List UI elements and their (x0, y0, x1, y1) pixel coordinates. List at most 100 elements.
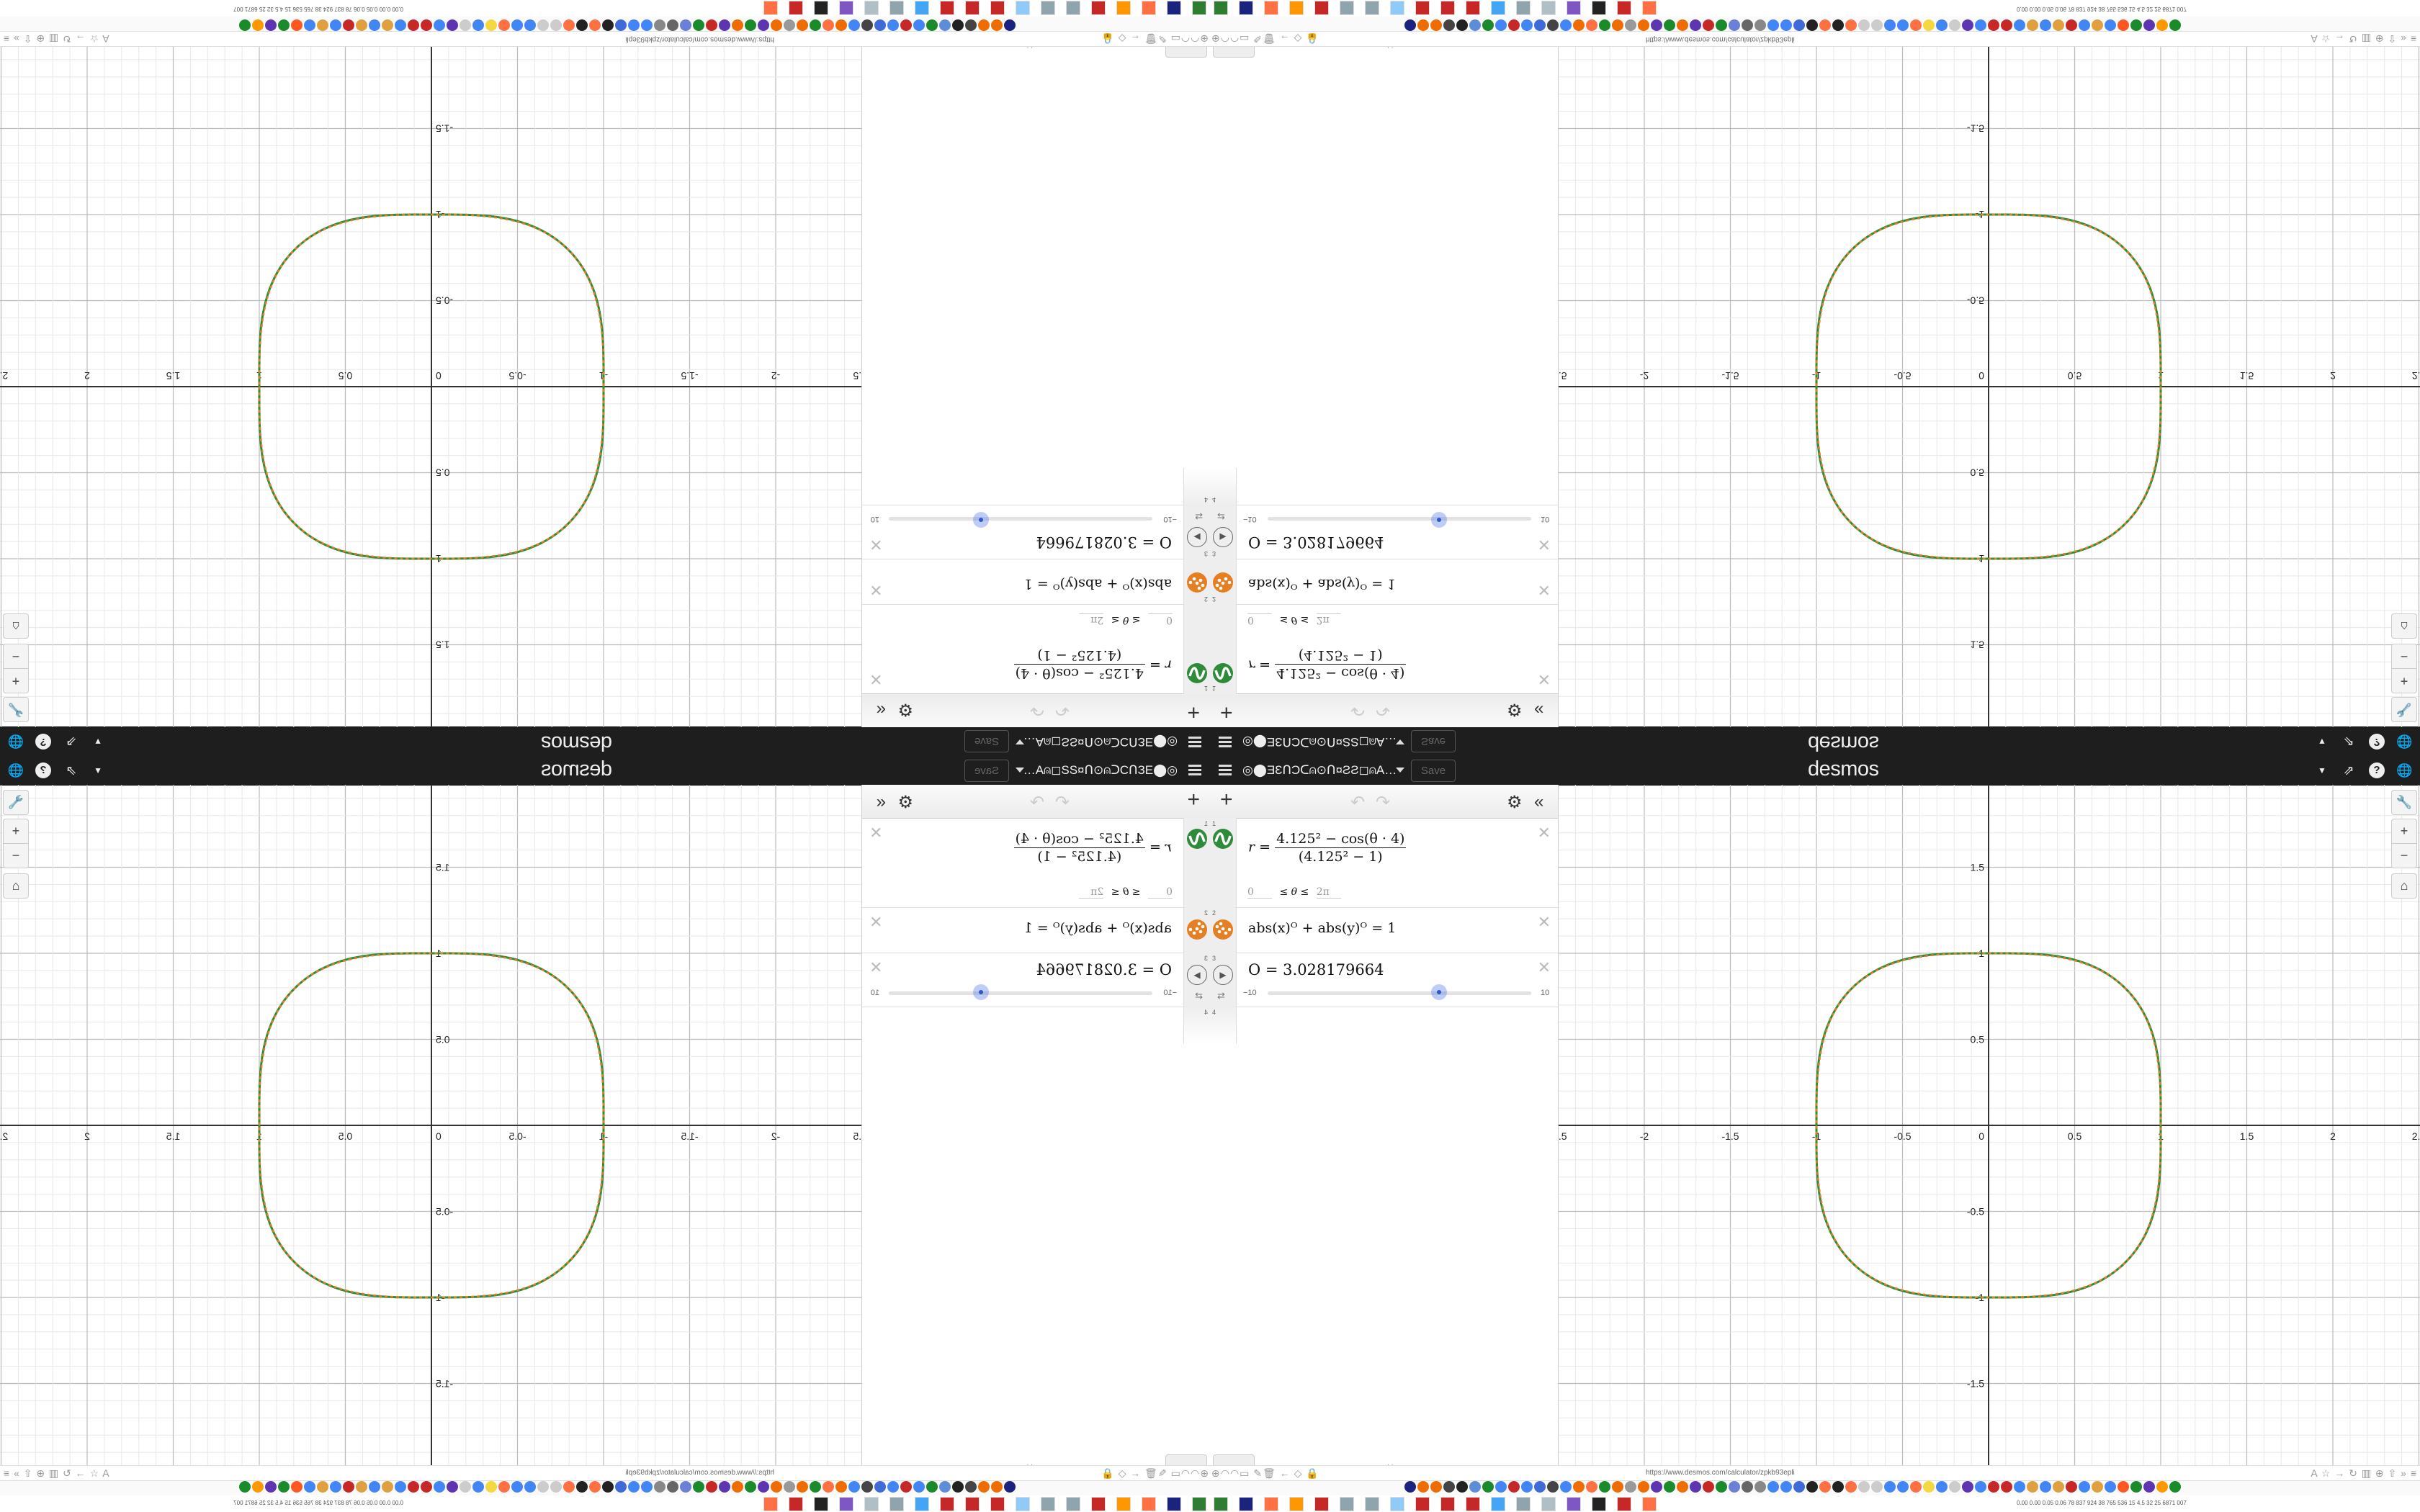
bookmark-icon[interactable] (1443, 19, 1455, 31)
expression-item-1[interactable]: 1 ✕ r = 4.125² − cos(θ · 4) (4.125² − 1) … (1210, 604, 1558, 694)
delete-expression-button[interactable]: ✕ (869, 913, 883, 931)
bookmark-icon[interactable] (317, 19, 328, 31)
delete-expression-button[interactable]: ✕ (869, 824, 883, 842)
taskbar-app-icon[interactable] (1116, 1, 1131, 15)
taskbar-app-icon[interactable] (990, 1, 1005, 15)
help-icon[interactable]: ? (35, 762, 51, 778)
taskbar-app-icon[interactable] (1415, 1, 1430, 15)
expression-item-2[interactable]: 2 ✕ abs(x)ᴼ + abs(y)ᴼ = 1 (862, 907, 1210, 953)
bookmark-icon[interactable] (382, 1481, 393, 1493)
taskbar-app-icon[interactable] (839, 1497, 853, 1511)
expression-math[interactable]: O = 3.028179664 (1036, 961, 1172, 978)
bookmark-icon[interactable] (1443, 1481, 1455, 1493)
taskbar-app-icon[interactable] (889, 1497, 904, 1511)
expression-math[interactable]: r = 4.125² − cos(θ · 4) (4.125² − 1) (1013, 831, 1172, 865)
taskbar-app-icon[interactable] (1314, 1, 1329, 15)
polar-curve-icon[interactable] (1187, 829, 1207, 849)
bookmark-icon[interactable] (511, 1481, 523, 1493)
taskbar-app-icon[interactable] (1440, 1, 1455, 15)
bookmark-icon[interactable] (2027, 19, 2038, 31)
taskbar-app-icon[interactable] (1239, 1, 1253, 15)
plus-icon[interactable]: + (1187, 701, 1200, 724)
bookmark-icon[interactable] (732, 19, 743, 31)
bookmark-icon[interactable] (1988, 1481, 1999, 1493)
taskbar-app-icon[interactable] (965, 1497, 980, 1511)
bookmark-icon[interactable] (1508, 1481, 1520, 1493)
toolbar-icons[interactable]: A ☆ → ↻ ▥ ⊕ ⇧ » ≡ (3, 33, 109, 45)
bookmark-icon[interactable] (2118, 1481, 2129, 1493)
bookmark-icon[interactable] (654, 1481, 666, 1493)
graph-title[interactable]: ◎⬤ƎƐᑎƆᑕ⍝⊙ᑎ¤ƧƧ◻⍝A… (1242, 763, 1397, 777)
graph-canvas[interactable]: -2.5-2-1.5-1-0.50.511.522.51.510.50-0.5-… (1559, 785, 2420, 1465)
taskbar-app-icon[interactable] (1340, 1497, 1354, 1511)
bookmark-icon[interactable] (2169, 1481, 2181, 1493)
caret-down-icon[interactable]: ▼ (94, 737, 102, 747)
bookmark-icon[interactable] (913, 1481, 925, 1493)
taskbar-app-icon[interactable] (1516, 1, 1531, 15)
gear-icon[interactable]: ⚙ (897, 700, 913, 719)
slider-max[interactable]: 10 (1541, 515, 1550, 523)
bookmark-icon[interactable] (771, 19, 782, 31)
bookmark-icon[interactable] (2105, 1481, 2116, 1493)
globe-icon[interactable]: 🌐 (7, 734, 24, 749)
bookmark-icon[interactable] (2001, 1481, 2012, 1493)
bookmark-icon[interactable] (926, 19, 938, 31)
expression-item-3[interactable]: 3 ▶ ⇄ ✕ O = 3.028179664 −10 10 (1210, 953, 1558, 1007)
slider-min[interactable]: −10 (1163, 515, 1177, 523)
bookmark-icon[interactable] (615, 1481, 627, 1493)
bookmark-icon[interactable] (1599, 19, 1610, 31)
bookmark-icon[interactable] (239, 19, 251, 31)
bookmark-icon[interactable] (1910, 19, 1922, 31)
bookmark-icon[interactable] (797, 19, 808, 31)
bookmark-icon[interactable] (2027, 1481, 2038, 1493)
bookmark-icon[interactable] (1703, 1481, 1714, 1493)
taskbar-app-icon[interactable] (1066, 1, 1080, 15)
bookmark-icon[interactable] (1923, 19, 1935, 31)
bookmark-icon[interactable] (1832, 19, 1844, 31)
bookmark-icon[interactable] (1651, 1481, 1662, 1493)
bookmark-icon[interactable] (1560, 1481, 1572, 1493)
bookmark-icon[interactable] (408, 1481, 419, 1493)
bookmark-icon[interactable] (2130, 1481, 2142, 1493)
taskbar-app-icon[interactable] (940, 1, 954, 15)
bookmark-icon[interactable] (460, 1481, 471, 1493)
taskbar-app-icon[interactable] (1142, 1, 1156, 15)
bookmark-icon[interactable] (810, 1481, 821, 1493)
bookmark-icon[interactable] (1599, 1481, 1610, 1493)
bookmark-icon[interactable] (317, 1481, 328, 1493)
collapse-icon[interactable]: « (876, 792, 886, 811)
collapse-icon[interactable]: « (876, 701, 886, 720)
taskbar-app-icon[interactable] (1491, 1, 1505, 15)
bookmark-icon[interactable] (913, 19, 925, 31)
bookmark-icon[interactable] (304, 1481, 315, 1493)
bookmark-icon[interactable] (1819, 19, 1831, 31)
expression-item-1[interactable]: 1 ✕ r = 4.125² − cos(θ · 4) (4.125² − 1) … (862, 604, 1210, 694)
bookmark-icon[interactable] (719, 19, 730, 31)
globe-icon[interactable]: 🌐 (7, 763, 24, 778)
expression-math[interactable]: abs(x)ᴼ + abs(y)ᴼ = 1 (1248, 576, 1397, 592)
bookmark-icon[interactable] (823, 19, 834, 31)
bookmark-icon[interactable] (2040, 1481, 2051, 1493)
taskbar-app-icon[interactable] (1167, 1, 1181, 15)
bookmark-icon[interactable] (524, 19, 536, 31)
bookmark-icon[interactable] (887, 1481, 899, 1493)
redo-icon[interactable]: ↷ (1376, 700, 1391, 719)
taskbar-app-icon[interactable] (814, 1, 828, 15)
taskbar-app-icon[interactable] (1314, 1497, 1329, 1511)
bookmark-icon[interactable] (1690, 19, 1701, 31)
bookmark-icon[interactable] (278, 19, 290, 31)
taskbar-app-icon[interactable] (1167, 1497, 1181, 1511)
taskbar-app-icon[interactable] (763, 1497, 778, 1511)
bookmark-icon[interactable] (498, 1481, 510, 1493)
save-button[interactable]: Save (1411, 760, 1456, 782)
slider-track[interactable] (889, 512, 1152, 528)
toolbar-icons[interactable]: A ☆ → ↻ ▥ ⊕ ⇧ » ≡ (3, 1467, 109, 1479)
bookmark-icon[interactable] (2066, 19, 2077, 31)
delete-expression-button[interactable]: ✕ (869, 581, 883, 599)
bookmark-icon[interactable] (485, 1481, 497, 1493)
plus-icon[interactable]: + (1220, 788, 1233, 811)
taskbar-app-icon[interactable] (1264, 1, 1278, 15)
bookmark-icon[interactable] (1716, 19, 1727, 31)
taskbar-app-icon[interactable] (1365, 1, 1379, 15)
bookmark-icon[interactable] (537, 1481, 549, 1493)
